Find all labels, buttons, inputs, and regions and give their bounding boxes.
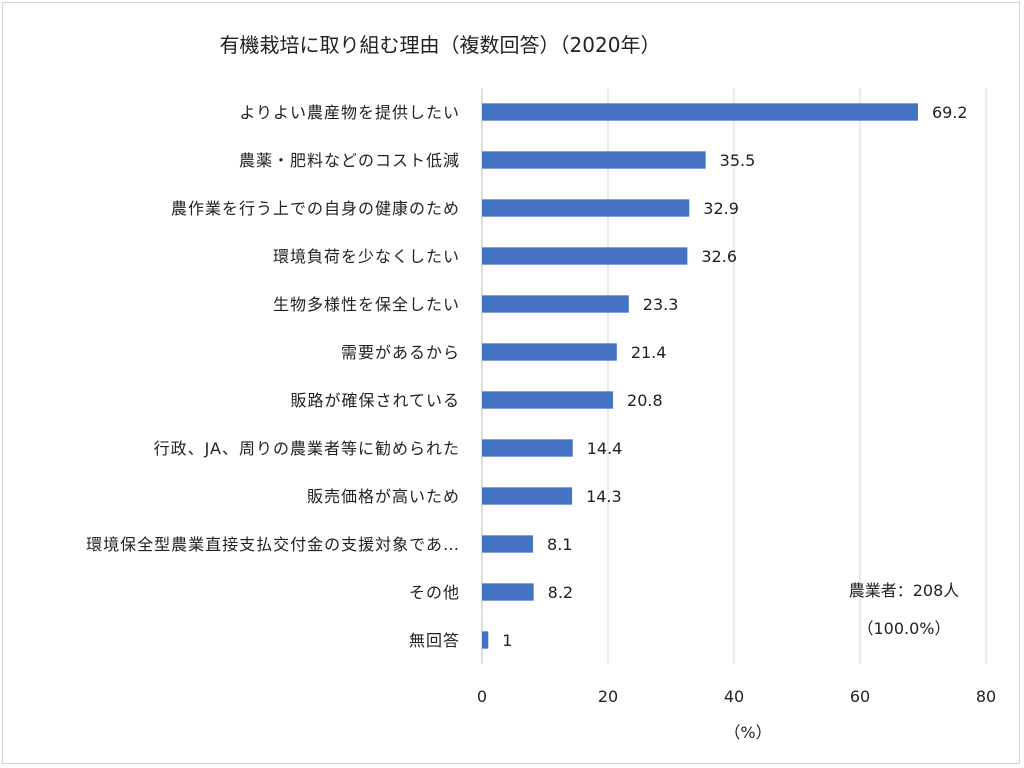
data-label: 32.6 (701, 247, 737, 266)
category-label: 環境保全型農業直接支払交付金の支援対象であ… (86, 535, 460, 554)
x-tick-label: 80 (976, 687, 996, 706)
bar (482, 151, 706, 169)
category-label: 環境負荷を少なくしたい (273, 247, 460, 266)
bar (482, 103, 918, 121)
category-label: 農作業を行う上での自身の健康のため (171, 199, 460, 218)
x-tick-label: 20 (598, 687, 618, 706)
bar (482, 391, 614, 409)
data-label: 35.5 (720, 151, 756, 170)
bar (482, 295, 629, 313)
bar (482, 439, 573, 457)
data-label: 32.9 (703, 199, 739, 218)
value-labels: 69.2 35.5 32.9 32.6 23.3 21.4 20.8 14.4 14.3 8.1 8… (502, 103, 967, 650)
bar (482, 199, 690, 217)
data-label: 14.3 (586, 487, 622, 506)
data-label: 21.4 (631, 343, 667, 362)
category-label: 需要があるから (341, 343, 460, 362)
x-axis-title: （%） (724, 723, 771, 742)
data-label: 69.2 (932, 103, 968, 122)
data-label: 8.1 (547, 535, 572, 554)
data-label: 23.3 (643, 295, 679, 314)
category-label: よりよい農産物を提供したい (239, 103, 460, 122)
x-tick-label: 40 (724, 687, 744, 706)
data-label: 14.4 (587, 439, 623, 458)
chart-title: 有機栽培に取り組む理由（複数回答）（2020年） (220, 33, 661, 57)
x-tick-label: 0 (477, 687, 487, 706)
data-label: 1 (502, 631, 512, 650)
category-label: 販路が確保されている (290, 391, 460, 410)
category-label: その他 (409, 583, 460, 602)
bar (482, 487, 573, 505)
bar (482, 247, 688, 265)
category-label: 生物多様性を保全したい (273, 295, 460, 314)
bar (482, 583, 534, 601)
data-label: 20.8 (627, 391, 663, 410)
bars (482, 103, 918, 649)
category-label: 販売価格が高いため (307, 487, 460, 506)
category-label: 無回答 (409, 631, 460, 650)
data-label: 8.2 (548, 583, 573, 602)
x-axis-ticks: 0 20 40 60 80 (477, 687, 996, 706)
category-labels: よりよい農産物を提供したい農薬・肥料などのコスト低減農作業を行う上での自身の健康… (86, 103, 460, 650)
gridlines (481, 88, 987, 664)
respondents-note: 農業者：208人 (849, 581, 960, 600)
category-label: 行政、JA、周りの農業者等に勧められた (154, 439, 460, 458)
x-tick-label: 60 (850, 687, 870, 706)
bar (482, 535, 534, 553)
bar (482, 631, 489, 649)
bar (482, 343, 617, 361)
category-label: 農薬・肥料などのコスト低減 (239, 151, 460, 170)
respondents-percent-note: （100.0%） (857, 619, 950, 638)
